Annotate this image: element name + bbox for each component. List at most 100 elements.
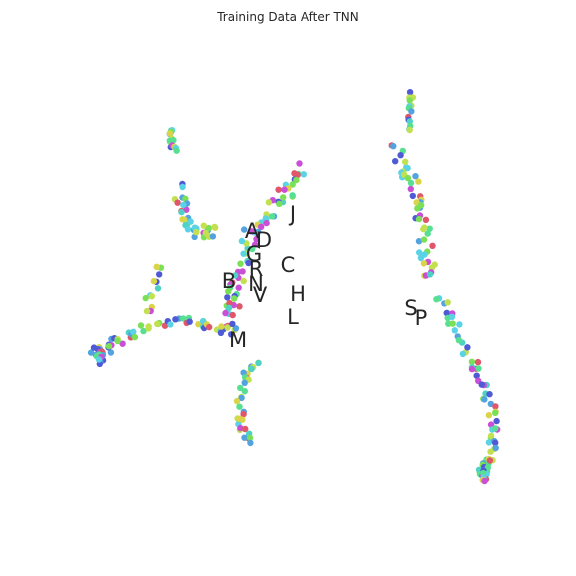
scatter-point (390, 143, 397, 150)
scatter-point (225, 304, 233, 311)
scatter-point (154, 320, 161, 328)
scatter-point (406, 97, 413, 104)
scatter-point (156, 271, 163, 278)
cluster-label-v: V (253, 283, 268, 307)
scatter-point (481, 477, 488, 485)
scatter-point (412, 173, 419, 180)
scatter-point (222, 309, 229, 317)
scatter-point (493, 417, 500, 425)
scatter-point (265, 199, 273, 206)
scatter-point (241, 379, 248, 386)
scatter-point (95, 356, 103, 363)
scatter-point (248, 365, 255, 373)
scatter-point (480, 469, 487, 477)
scatter-point (247, 439, 254, 447)
scatter-point (238, 237, 246, 245)
scatter-point (444, 299, 451, 306)
scatter-point (468, 365, 476, 373)
scatter-point (478, 381, 485, 388)
scatter-point (422, 216, 430, 223)
scatter-point (404, 164, 411, 172)
scatter-point (486, 457, 494, 464)
scatter-point (166, 137, 173, 144)
scatter-point (289, 181, 296, 188)
scatter-point (87, 349, 95, 356)
scatter-point (142, 294, 149, 302)
scatter-point (236, 303, 243, 310)
scatter-point (174, 199, 181, 206)
scatter-point (245, 259, 252, 267)
scatter-point (429, 242, 436, 249)
scatter-point (232, 325, 240, 332)
scatter-point (225, 288, 232, 295)
scatter-point (148, 293, 155, 300)
scatter-point (468, 358, 476, 365)
scatter-point (237, 424, 244, 432)
scatter-point (407, 185, 414, 193)
cluster-label-g: G (246, 242, 262, 266)
scatter-point (392, 158, 399, 165)
scatter-point (451, 327, 458, 334)
scatter-point (492, 444, 499, 452)
scatter-point (415, 238, 423, 245)
scatter-point (415, 215, 423, 223)
scatter-point (280, 194, 287, 201)
scatter-point (131, 333, 139, 341)
scatter-point (426, 271, 434, 278)
scatter-point (209, 233, 217, 240)
scatter-point (200, 222, 207, 229)
scatter-point (130, 328, 137, 335)
scatter-point (202, 229, 209, 237)
scatter-point (475, 365, 482, 372)
scatter-points (87, 89, 501, 485)
scatter-point (402, 158, 409, 165)
scatter-point (291, 170, 298, 177)
scatter-point (233, 397, 241, 405)
scatter-point (178, 208, 185, 216)
scatter-point (241, 388, 248, 395)
scatter-point (492, 425, 499, 432)
cluster-label-j: J (288, 202, 296, 226)
scatter-point (240, 250, 247, 257)
scatter-point (296, 160, 303, 167)
scatter-point (426, 225, 433, 232)
scatter-point (224, 294, 231, 301)
scatter-point (258, 223, 265, 230)
scatter-point (492, 403, 499, 410)
scatter-point (153, 263, 160, 270)
scatter-point (268, 213, 276, 220)
scatter-point (492, 439, 499, 446)
scatter-point (239, 268, 246, 275)
scatter-point (433, 296, 440, 303)
scatter-point (263, 219, 270, 227)
scatter-point (181, 216, 188, 223)
scatter-point (143, 307, 151, 315)
scatter-point (464, 344, 471, 351)
scatter-point (235, 284, 242, 291)
scatter-point (487, 421, 495, 428)
scatter-point (140, 327, 147, 335)
scatter-point (179, 183, 186, 191)
scatter-point (180, 201, 187, 209)
cluster-label-a: A (245, 219, 260, 243)
scatter-point (179, 315, 187, 322)
scatter-point (255, 359, 262, 367)
scatter-point (238, 394, 245, 402)
scatter-point (492, 409, 499, 416)
scatter-point (485, 412, 493, 419)
scatter-point (105, 343, 113, 350)
scatter-point (449, 320, 456, 327)
scatter-point (173, 147, 180, 154)
scatter-point (262, 215, 269, 222)
scatter-point (231, 295, 238, 302)
scatter-point (249, 245, 256, 253)
cluster-label-l: L (287, 305, 299, 329)
scatter-point (193, 229, 200, 236)
scatter-point (248, 228, 255, 235)
scatter-point (206, 323, 213, 331)
scatter-point (300, 171, 307, 178)
scatter-point (229, 320, 236, 328)
scatter-point (244, 245, 251, 252)
